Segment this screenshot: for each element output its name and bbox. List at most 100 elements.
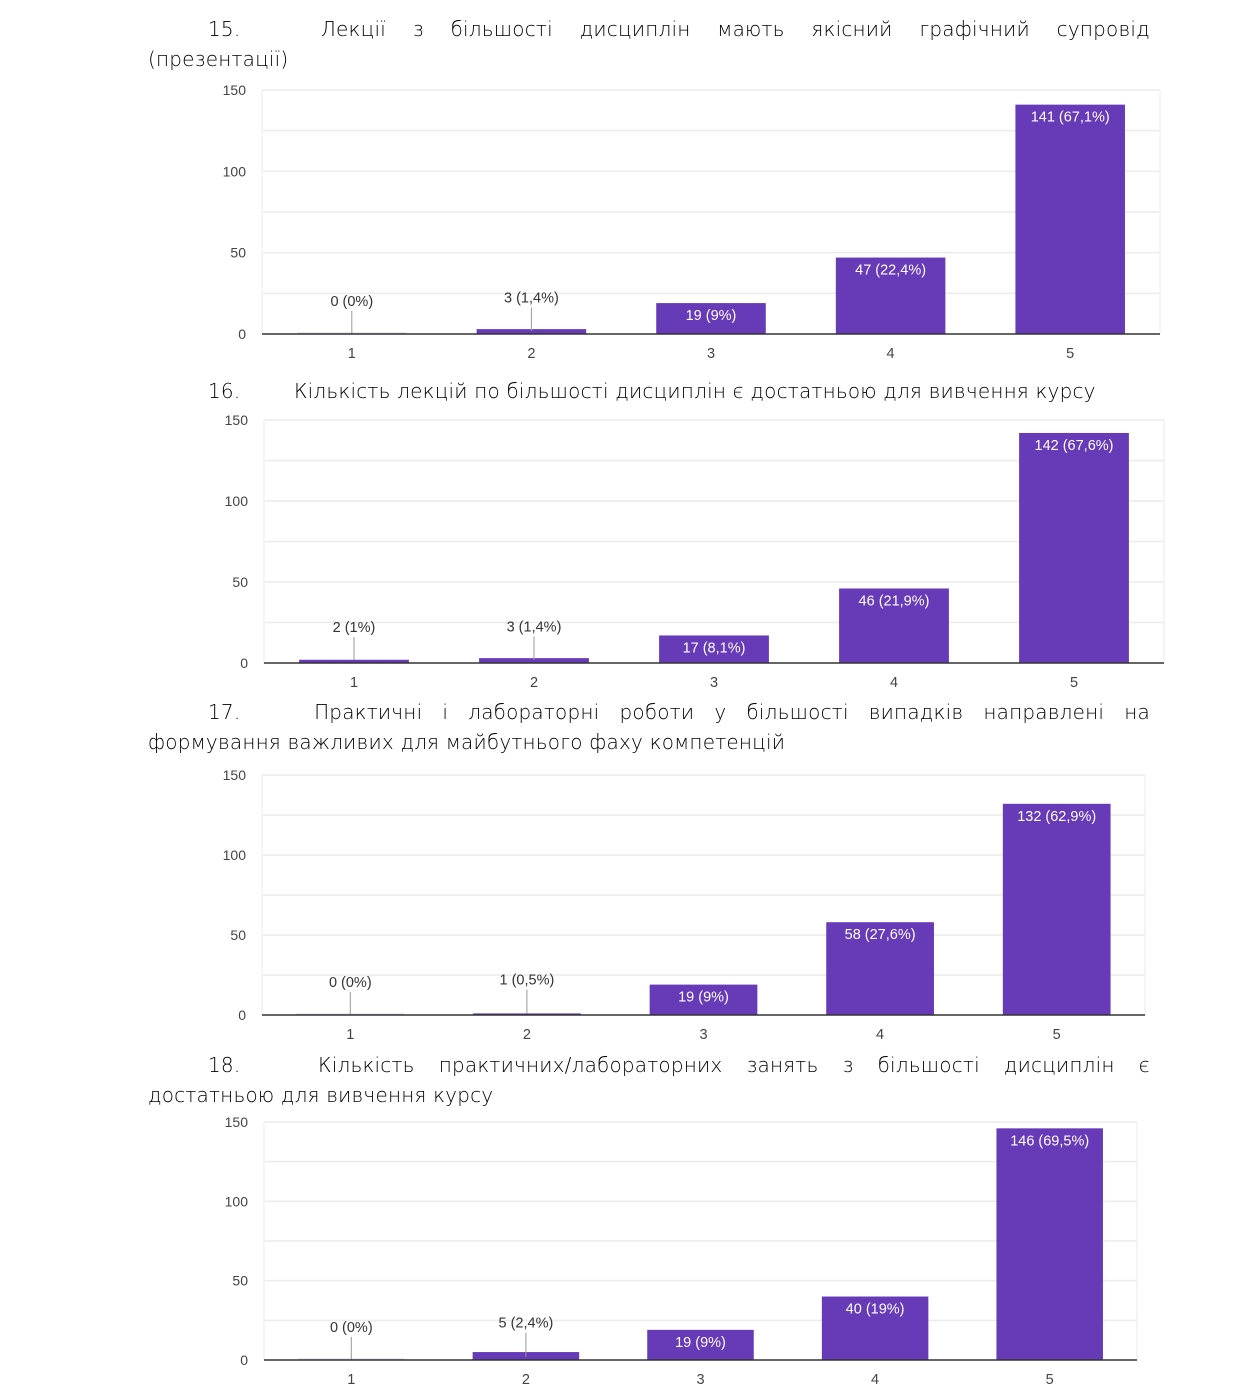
chart-question-15: 0 50 100 150 0 (0%) 1 3 (1,4%) 2 19 (9%) 3 47 (22,… [223,82,1161,362]
data-label: 46 (21,9%) [859,593,930,609]
word: випадків [868,700,964,724]
question-18-line1: 18. Кількість практичних/лабораторних за… [148,1050,1150,1080]
y-tick-label: 0 [240,655,248,671]
bar-3 [659,635,769,663]
bar-5 [1002,803,1111,1015]
data-label: 1 (0,5%) [499,973,554,989]
x-tick-label: 5 [1053,1027,1061,1043]
data-label: 19 (9%) [675,1335,726,1351]
data-label: 3 (1,4%) [504,291,559,307]
y-tick-label: 0 [238,326,246,342]
word: занять [746,1053,819,1077]
question-15-line2: (презентації) [148,47,289,71]
data-label: 47 (22,4%) [855,263,926,279]
word: з [842,1053,854,1077]
y-tick-label: 0 [240,1352,248,1368]
word: супровід [1056,17,1150,41]
bar-4 [826,922,934,1015]
x-tick-label: 3 [710,675,718,691]
bar-2 [473,1013,581,1015]
x-tick-label: 2 [527,346,535,362]
bar-2 [479,658,589,663]
bar-2 [476,329,587,334]
question-15-heading: 15. Лекції з більшості дисциплін мають я… [148,14,1150,74]
data-label: 17 (8,1%) [683,640,746,656]
question-15-line1: 15. Лекції з більшості дисциплін мають я… [148,14,1150,44]
y-tick-label: 100 [225,493,249,509]
data-label: 40 (19%) [846,1302,905,1318]
x-tick-label: 2 [523,1027,531,1043]
x-tick-label: 1 [350,675,358,691]
word: графічний [919,17,1030,41]
data-label: 0 (0%) [329,975,372,991]
data-label: 0 (0%) [330,1320,373,1336]
bar-1 [299,659,409,663]
question-number: 17. [208,700,241,724]
question-16-heading: 16. Кількість лекцій по більшості дисцип… [148,376,1150,406]
y-tick-label: 0 [238,1007,246,1023]
word: дисциплін [579,17,691,41]
y-tick-label: 150 [225,412,249,428]
data-label: 132 (62,9%) [1017,809,1096,825]
x-tick-label: 1 [347,1372,355,1388]
word: якісний [811,17,893,41]
word: роботи [619,700,695,724]
y-tick-label: 150 [225,1114,249,1130]
word: лабораторні [468,700,600,724]
data-label: 142 (67,6%) [1035,438,1114,454]
bar-3 [647,1329,754,1360]
data-label: 141 (67,1%) [1031,110,1110,126]
word: Кількість [318,1053,415,1077]
word: на [1124,700,1150,724]
question-18-line2: достатньою для вивчення курсу [148,1083,494,1107]
bar-5 [1015,104,1125,334]
y-tick-label: 150 [223,82,247,98]
y-tick-label: 50 [232,1273,248,1289]
y-tick-label: 50 [232,574,248,590]
word: направлені [983,700,1105,724]
question-16-line1: 16. Кількість лекцій по більшості дисцип… [148,376,1150,406]
bar-4 [821,1296,929,1360]
question-17-heading: 17. Практичні і лабораторні роботи у біл… [148,697,1150,757]
word: є [1138,1053,1150,1077]
y-tick-label: 100 [223,163,247,179]
bar-4 [839,588,949,663]
question-number: 18. [208,1053,241,1077]
chart-question-17: 0 50 100 150 0 (0%) 1 1 (0,5%) 2 19 (9%) 3 58 (27,… [223,767,1146,1043]
x-tick-label: 2 [522,1372,530,1388]
data-label: 19 (9%) [686,308,737,324]
bar-3 [649,984,758,1015]
x-tick-label: 4 [890,675,898,691]
y-tick-label: 50 [230,245,246,261]
y-tick-label: 150 [223,767,247,783]
question-17-line2: формування важливих для майбутнього фаху… [148,730,786,754]
word: Лекції [320,17,386,41]
bar-4 [835,257,946,334]
question-number: 16. [208,379,241,403]
question-number: 15. [208,17,241,41]
bar-5 [1019,432,1129,663]
word: більшості [450,17,553,41]
y-tick-label: 100 [223,847,247,863]
word: практичних/лабораторних [438,1053,723,1077]
x-tick-label: 3 [707,346,715,362]
data-label: 2 (1%) [333,620,376,636]
word: з [412,17,424,41]
word: дисциплін [1003,1053,1115,1077]
x-tick-label: 1 [348,346,356,362]
y-tick-label: 100 [225,1193,249,1209]
x-tick-label: 2 [530,675,538,691]
word: більшості [877,1053,980,1077]
x-tick-label: 3 [699,1027,707,1043]
y-tick-label: 50 [230,927,246,943]
x-tick-label: 1 [346,1027,354,1043]
bar-3 [656,303,766,334]
question-16-text: Кількість лекцій по більшості дисциплін … [294,379,1096,403]
data-label: 3 (1,4%) [507,620,562,636]
x-tick-label: 5 [1046,1372,1054,1388]
data-label: 5 (2,4%) [498,1316,553,1332]
data-label: 0 (0%) [330,294,373,310]
data-label: 146 (69,5%) [1010,1133,1089,1149]
question-18-heading: 18. Кількість практичних/лабораторних за… [148,1050,1150,1110]
question-17-line1: 17. Практичні і лабораторні роботи у біл… [148,697,1150,727]
